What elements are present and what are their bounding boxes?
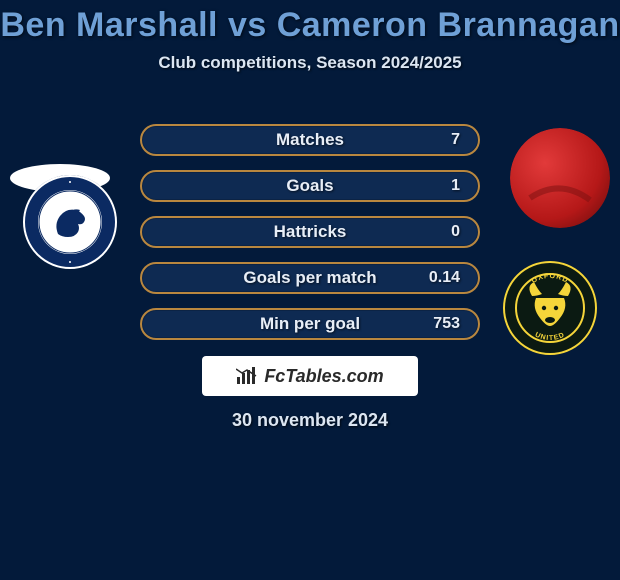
club-left-crest xyxy=(22,174,118,270)
stat-value: 1 xyxy=(451,177,460,195)
stat-row: Goals 1 xyxy=(140,170,480,202)
stat-label: Matches xyxy=(142,130,478,150)
comparison-card: Ben Marshall vs Cameron Brannagan Club c… xyxy=(0,0,620,580)
stat-label: Min per goal xyxy=(142,314,478,334)
subtitle: Club competitions, Season 2024/2025 xyxy=(0,53,620,73)
stat-row: Matches 7 xyxy=(140,124,480,156)
stat-value: 7 xyxy=(451,131,460,149)
stat-label: Goals xyxy=(142,176,478,196)
page-title: Ben Marshall vs Cameron Brannagan xyxy=(0,0,620,45)
watermark-text: FcTables.com xyxy=(264,366,383,387)
stat-value: 753 xyxy=(433,315,460,333)
stat-value: 0 xyxy=(451,223,460,241)
club-right-crest: OXFORD UNITED xyxy=(502,260,598,356)
player-right-avatar xyxy=(510,128,610,228)
watermark: FcTables.com xyxy=(202,356,418,396)
stats-block: Matches 7 Goals 1 Hattricks 0 Goals per … xyxy=(140,124,480,354)
stat-row: Min per goal 753 xyxy=(140,308,480,340)
bar-chart-icon xyxy=(236,367,258,385)
date-label: 30 november 2024 xyxy=(0,410,620,431)
stat-label: Hattricks xyxy=(142,222,478,242)
stat-label: Goals per match xyxy=(142,268,478,288)
stat-row: Hattricks 0 xyxy=(140,216,480,248)
stat-value: 0.14 xyxy=(429,269,460,287)
stat-row: Goals per match 0.14 xyxy=(140,262,480,294)
